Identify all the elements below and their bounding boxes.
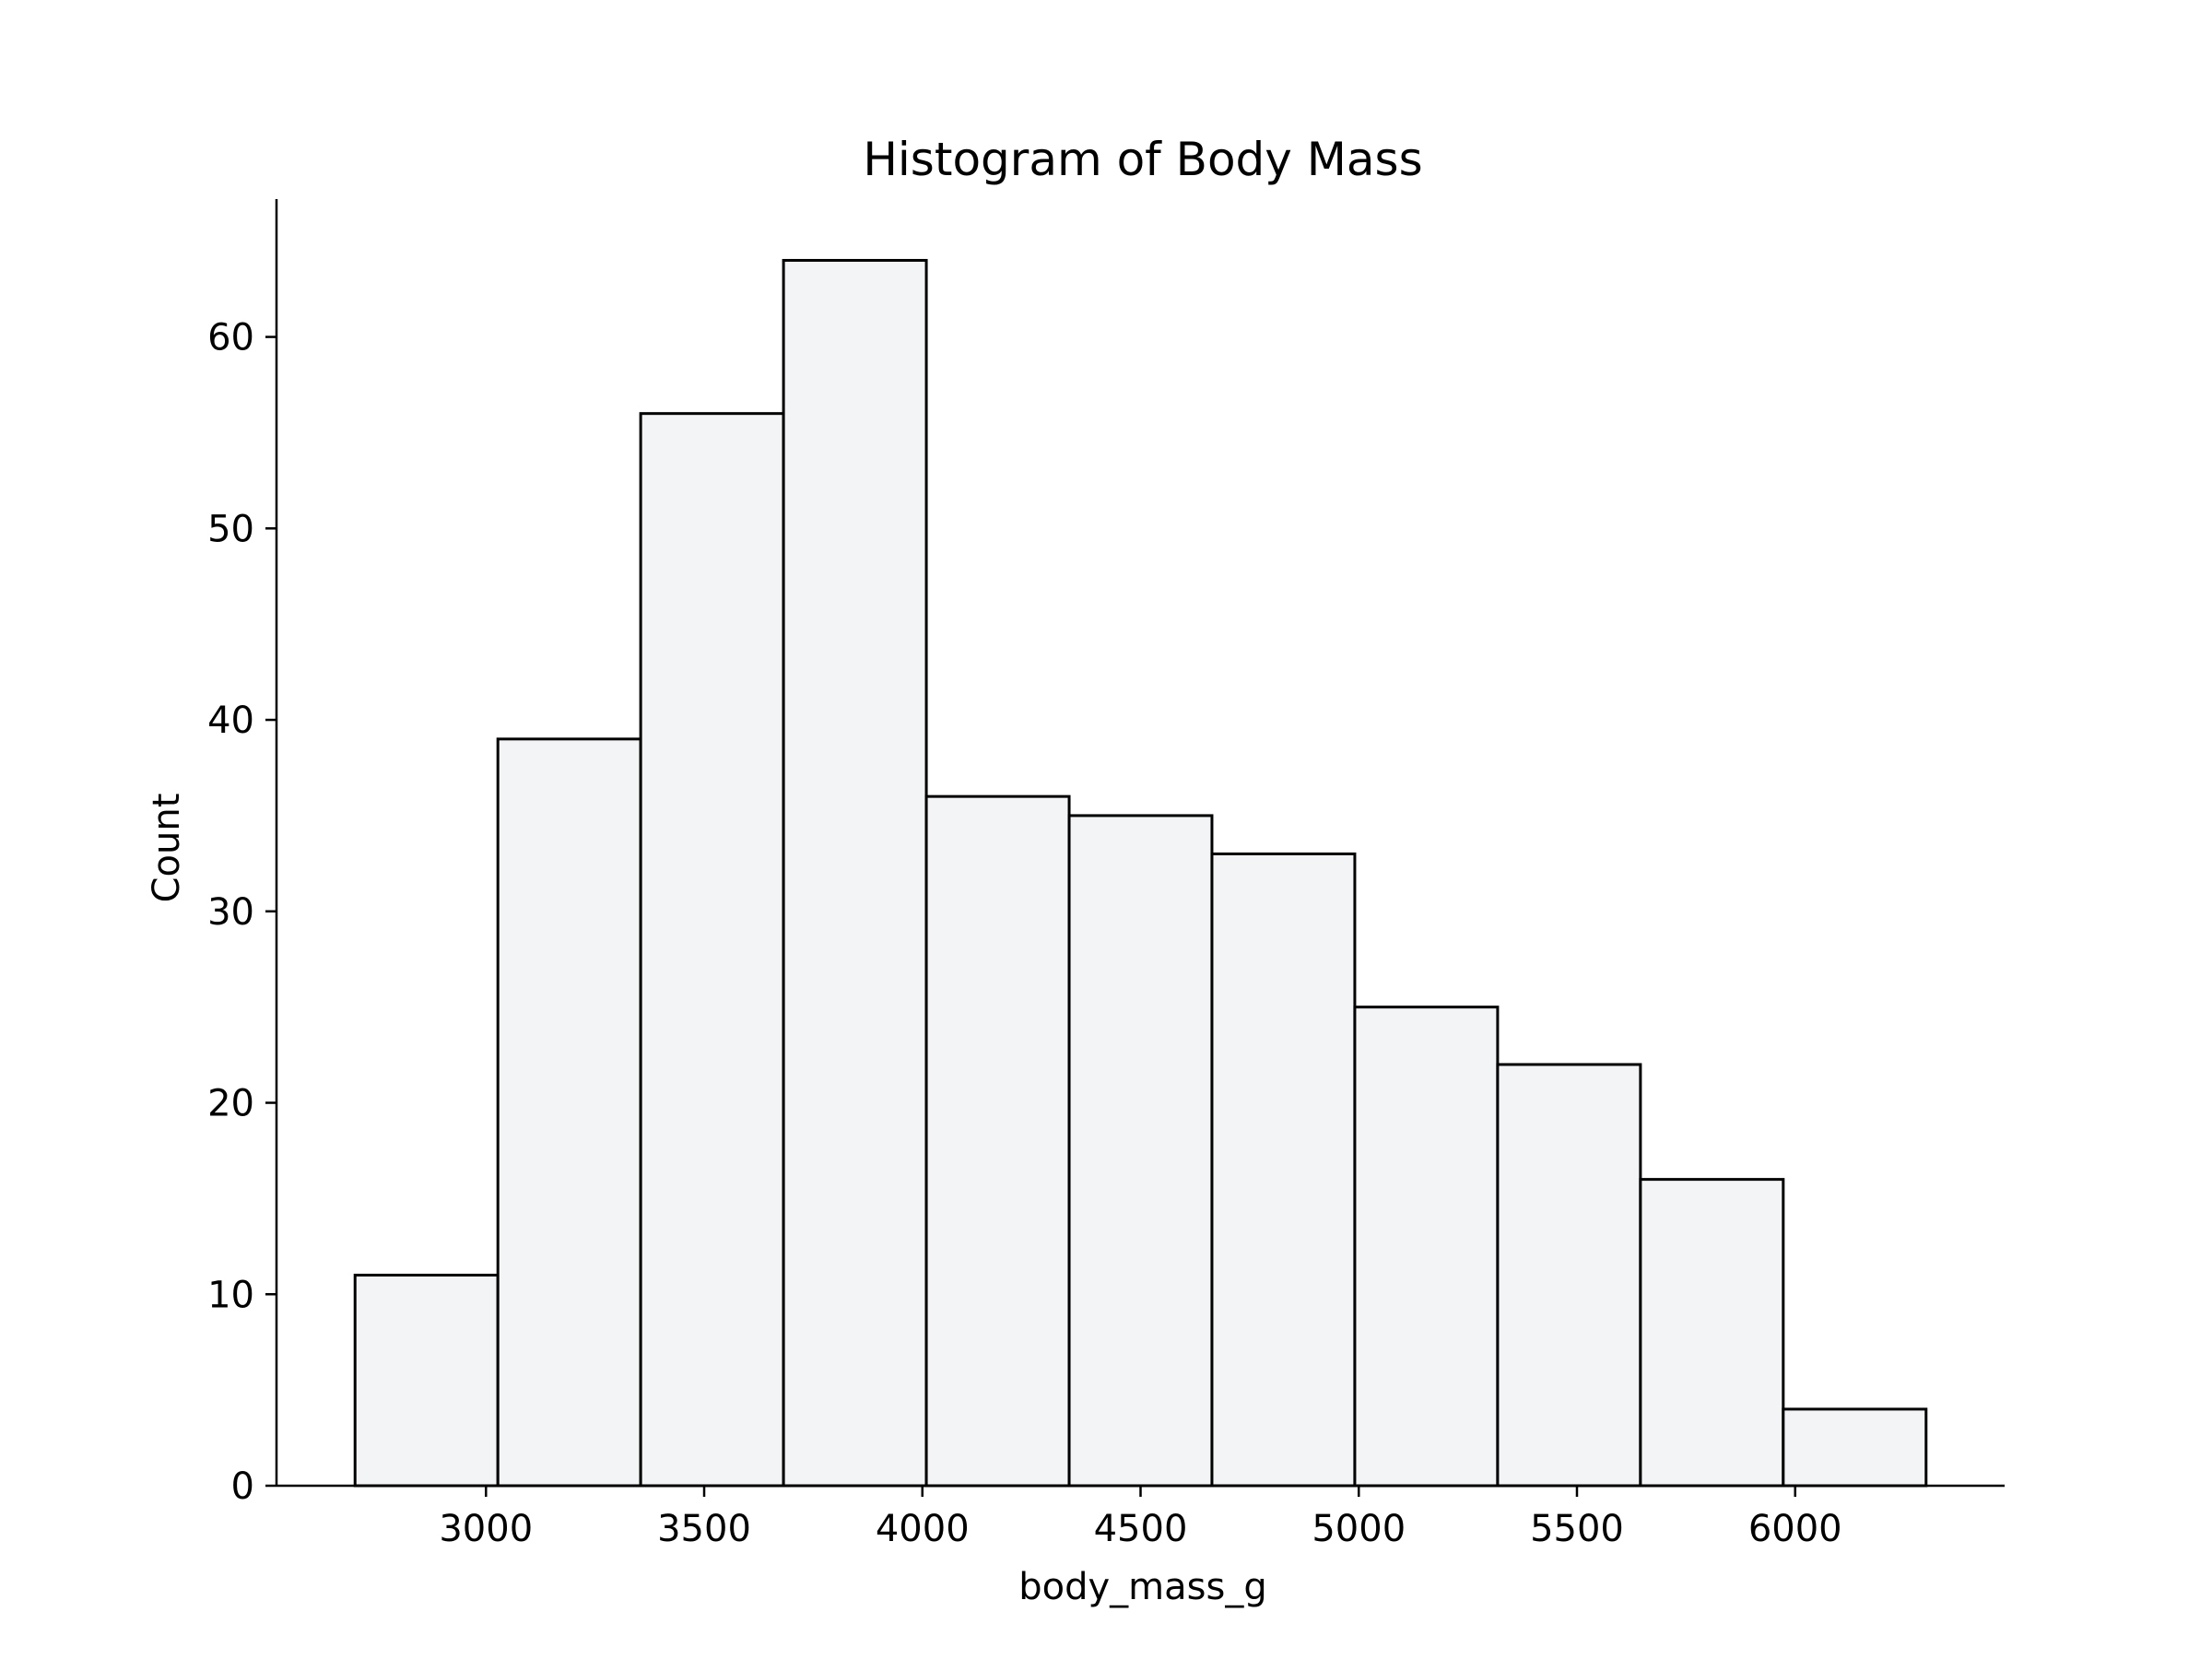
y-tick-label: 10 xyxy=(207,1274,254,1316)
y-ticks-group: 0 10 20 30 40 50 60 xyxy=(207,317,276,1508)
histogram-bar-7 xyxy=(1353,1006,1500,1488)
x-axis-label: body_mass_g xyxy=(1018,1566,1266,1608)
y-tick-label: 20 xyxy=(207,1083,254,1125)
y-tick-label: 60 xyxy=(207,317,254,359)
y-tick-label: 50 xyxy=(207,508,254,550)
histogram-bar-4 xyxy=(924,794,1071,1488)
y-tick-label: 30 xyxy=(207,891,254,934)
histogram-bar-10 xyxy=(1782,1407,1928,1488)
x-tick-label: 5000 xyxy=(1312,1508,1406,1550)
histogram-bar-6 xyxy=(1210,852,1357,1488)
histogram-bar-3 xyxy=(782,258,928,1488)
x-tick-label: 3500 xyxy=(657,1508,751,1550)
x-ticks-group: 3000 3500 4000 4500 5000 5500 6000 xyxy=(439,1486,1842,1550)
histogram-bar-1 xyxy=(496,737,642,1488)
y-tick-label: 0 xyxy=(231,1465,254,1508)
x-tick-label: 3000 xyxy=(439,1508,533,1550)
histogram-bar-2 xyxy=(639,412,785,1488)
bars-group xyxy=(353,258,1928,1488)
histogram-bar-9 xyxy=(1639,1178,1785,1488)
y-axis-label: Count xyxy=(146,794,188,903)
x-tick-label: 6000 xyxy=(1748,1508,1842,1550)
chart-title: Histogram of Body Mass xyxy=(863,133,1422,186)
x-tick-label: 5500 xyxy=(1530,1508,1624,1550)
x-tick-label: 4000 xyxy=(876,1508,970,1550)
histogram-bar-0 xyxy=(353,1273,500,1488)
histogram-bar-8 xyxy=(1496,1063,1642,1488)
y-tick-label: 40 xyxy=(207,700,254,742)
x-tick-label: 4500 xyxy=(1094,1508,1188,1550)
histogram-bar-5 xyxy=(1067,814,1214,1488)
